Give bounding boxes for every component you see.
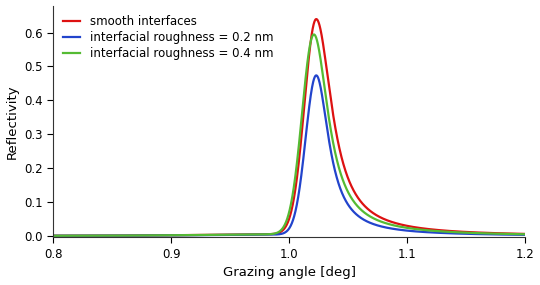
- Line: interfacial roughness = 0.4 nm: interfacial roughness = 0.4 nm: [53, 34, 525, 236]
- smooth interfaces: [508, 232, 514, 235]
- Y-axis label: Reflectivity: Reflectivity: [5, 84, 18, 159]
- smooth interfaces: [393, 221, 399, 225]
- interfacial roughness = 0.4 nm: [393, 224, 399, 228]
- interfacial roughness = 0.2 nm: [522, 233, 528, 237]
- interfacial roughness = 0.4 nm: [248, 233, 255, 236]
- interfacial roughness = 0.2 nm: [508, 233, 514, 236]
- interfacial roughness = 0.2 nm: [274, 233, 281, 236]
- X-axis label: Grazing angle [deg]: Grazing angle [deg]: [222, 266, 356, 280]
- interfacial roughness = 0.4 nm: [252, 233, 259, 236]
- interfacial roughness = 0.2 nm: [50, 234, 56, 237]
- Legend: smooth interfaces, interfacial roughness = 0.2 nm, interfacial roughness = 0.4 n: smooth interfaces, interfacial roughness…: [59, 11, 277, 64]
- Line: interfacial roughness = 0.2 nm: interfacial roughness = 0.2 nm: [53, 76, 525, 236]
- interfacial roughness = 0.4 nm: [50, 234, 56, 237]
- interfacial roughness = 0.2 nm: [484, 233, 490, 236]
- interfacial roughness = 0.2 nm: [248, 233, 255, 237]
- Line: smooth interfaces: smooth interfaces: [53, 19, 525, 236]
- interfacial roughness = 0.4 nm: [522, 233, 528, 236]
- interfacial roughness = 0.2 nm: [393, 227, 399, 231]
- interfacial roughness = 0.4 nm: [508, 232, 514, 236]
- smooth interfaces: [484, 231, 490, 235]
- smooth interfaces: [274, 231, 281, 235]
- interfacial roughness = 0.4 nm: [484, 232, 490, 235]
- smooth interfaces: [313, 17, 320, 21]
- interfacial roughness = 0.4 nm: [274, 231, 281, 234]
- interfacial roughness = 0.2 nm: [313, 74, 320, 77]
- smooth interfaces: [252, 233, 259, 236]
- interfacial roughness = 0.4 nm: [310, 33, 317, 36]
- interfacial roughness = 0.2 nm: [252, 233, 259, 237]
- smooth interfaces: [248, 233, 255, 236]
- smooth interfaces: [522, 232, 528, 236]
- smooth interfaces: [50, 234, 56, 237]
